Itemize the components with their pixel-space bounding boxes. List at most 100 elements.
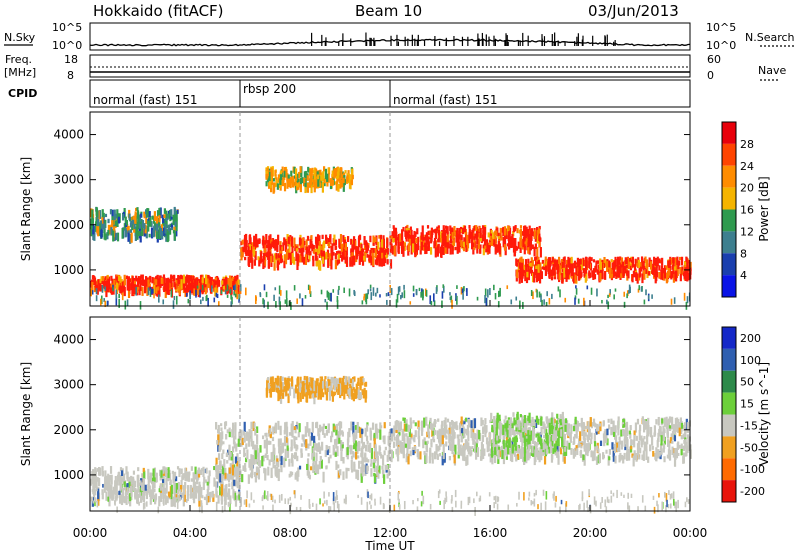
echo-cell [215,422,217,430]
echo-cell [202,277,204,283]
echo-cell [449,456,451,460]
echo-cell [322,257,324,264]
echo-cell [227,429,229,433]
echo-cell [126,276,128,280]
echo-cell [282,393,284,399]
echo-cell [284,386,286,390]
echo-cell [478,430,480,439]
echo-cell [599,423,601,426]
echo-cell [156,287,158,293]
echo-cell [568,270,570,275]
echo-cell [140,213,142,217]
echo-cell [153,294,155,298]
echo-cell [310,170,312,175]
echo-cell [273,183,275,194]
echo-cell [322,381,324,389]
echo-cell [345,376,347,385]
echo-cell [96,208,98,217]
echo-cell [591,257,593,261]
echo-cell [361,452,363,461]
echo-cell [357,382,359,385]
echo-cell [674,457,676,467]
echo-cell [414,246,416,256]
echo-cell [590,438,592,444]
echo-cell [271,452,273,462]
echo-cell [399,286,401,292]
echo-cell [171,276,173,279]
echo-cell [686,262,688,268]
echo-cell [558,286,560,291]
echo-cell [235,444,237,452]
echo-cell [256,466,258,472]
echo-cell [277,260,279,270]
echo-cell [609,449,611,455]
echo-cell [530,237,532,241]
echo-cell [461,416,463,424]
echo-cell [205,275,207,285]
echo-cell [593,259,595,262]
echo-cell [149,216,151,226]
echo-cell [629,431,631,435]
echo-cell [573,437,575,444]
echo-cell [260,253,262,262]
echo-cell [601,300,603,303]
echo-cell [286,378,288,383]
echo-cell [659,452,661,457]
echo-cell [250,431,252,442]
echo-cell [242,240,244,245]
echo-cell [282,389,284,392]
echo-cell [551,454,553,460]
colorbar-swatch [722,275,736,297]
echo-cell [659,258,661,263]
echo-cell [437,431,439,439]
echo-cell [370,431,372,440]
echo-cell [447,226,449,234]
echo-cell [154,211,156,221]
echo-cell [145,485,147,491]
echo-cell [361,429,363,435]
echo-cell [449,292,451,295]
echo-cell [269,428,271,434]
echo-cell [330,293,332,302]
echo-cell [220,427,222,431]
echo-cell [319,461,321,469]
echo-cell [347,236,349,242]
echo-cell [335,439,337,449]
echo-cell [645,289,647,295]
echo-cell [519,301,521,309]
echo-cell [259,445,261,453]
echo-cell [637,419,639,425]
echo-cell [366,424,368,431]
echo-cell [268,441,270,445]
echo-cell [643,423,645,433]
echo-cell [546,302,548,306]
echo-cell [582,454,584,460]
echo-cell [97,468,99,472]
echo-cell [162,479,164,483]
echo-cell [280,456,282,465]
echo-cell [188,474,190,482]
echo-cell [197,286,199,289]
echo-cell [425,441,427,444]
echo-cell [326,445,328,450]
echo-cell [451,300,453,309]
echo-cell [639,448,641,454]
colorbar-swatch [722,188,736,210]
echo-cell [551,294,553,299]
echo-cell [355,452,357,460]
echo-cell [245,234,247,241]
echo-cell [320,175,322,181]
echo-cell [362,378,364,382]
echo-cell [105,492,107,501]
echo-cell [522,302,524,309]
echo-cell [377,242,379,250]
echo-cell [632,257,634,267]
echo-cell [332,289,334,293]
echo-cell [576,288,578,295]
echo-cell [275,301,277,308]
echo-cell [116,276,118,280]
echo-cell [574,298,576,305]
echo-cell [310,176,312,185]
echo-cell [367,441,369,445]
echo-cell [96,288,98,294]
